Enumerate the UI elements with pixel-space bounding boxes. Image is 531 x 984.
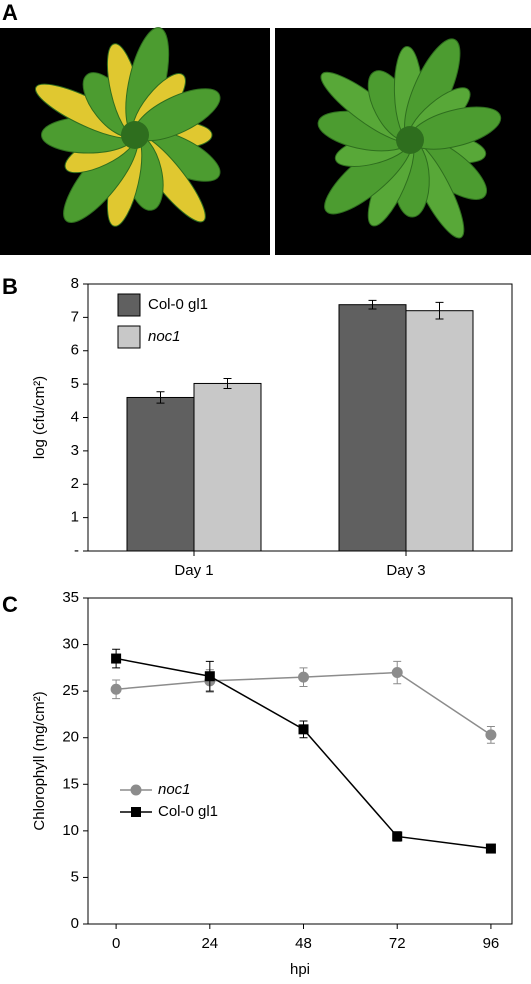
bar xyxy=(193,382,262,552)
legend-label: noc1 xyxy=(148,328,181,345)
panel-label: A xyxy=(2,0,18,25)
y-tick-label: 20 xyxy=(62,729,79,746)
point xyxy=(110,683,122,695)
point xyxy=(391,667,403,679)
point xyxy=(485,729,497,741)
rosette-center xyxy=(396,126,424,154)
legend-label: Col-0 gl1 xyxy=(148,296,208,313)
y-tick-label: 4 xyxy=(71,408,79,425)
point xyxy=(485,843,496,854)
error-bar xyxy=(435,301,444,320)
rosettes xyxy=(35,27,502,239)
x-tick-label: 72 xyxy=(389,935,406,952)
plot-frame xyxy=(87,597,513,925)
rosette-center xyxy=(121,121,149,149)
bar xyxy=(126,396,195,552)
x-tick-label: 96 xyxy=(483,935,500,952)
legend-marker xyxy=(130,784,142,796)
y-tick-label: 7 xyxy=(71,308,79,325)
panel-label: C xyxy=(2,592,18,617)
legend-label: Col-0 gl1 xyxy=(158,803,218,820)
legend-marker xyxy=(131,807,141,817)
x-tick-label: Day 1 xyxy=(174,562,213,579)
y-tick-label: 35 xyxy=(62,589,79,606)
x-tick-label: 24 xyxy=(201,935,218,952)
point xyxy=(298,724,309,735)
panel-label: B xyxy=(2,274,18,299)
y-tick-label: 2 xyxy=(71,475,79,492)
legend-swatch xyxy=(117,325,141,349)
y-tick-label: 15 xyxy=(62,775,79,792)
x-tick-label: 48 xyxy=(295,935,312,952)
legend-swatch xyxy=(117,293,141,317)
bar xyxy=(338,304,407,552)
y-tick-label: 25 xyxy=(62,682,79,699)
y-tick-label: 5 xyxy=(71,375,79,392)
x-tick-label: Day 3 xyxy=(386,562,425,579)
error-bar xyxy=(368,299,377,310)
x-tick-label: 0 xyxy=(112,935,120,952)
y-tick-label: 8 xyxy=(71,275,79,292)
y-tick-label: 0 xyxy=(71,915,79,932)
point xyxy=(204,671,215,682)
y-tick-label: 3 xyxy=(71,442,79,459)
y-tick-label: - xyxy=(74,542,79,559)
y-tick-label: 5 xyxy=(71,868,79,885)
y-tick-label: 1 xyxy=(71,509,79,526)
plot-frame xyxy=(87,283,513,552)
point xyxy=(111,653,122,664)
legend-label: noc1 xyxy=(158,781,191,798)
y-axis-label: Chlorophyll (mg/cm²) xyxy=(31,691,48,830)
line xyxy=(115,657,492,850)
point xyxy=(298,671,310,683)
point xyxy=(392,831,403,842)
y-tick-label: 30 xyxy=(62,636,79,653)
error-bar xyxy=(223,377,232,389)
y-axis-label: log (cfu/cm²) xyxy=(31,376,48,459)
x-axis-label: hpi xyxy=(290,961,310,978)
error-bar xyxy=(156,391,165,404)
y-tick-label: 6 xyxy=(71,342,79,359)
bar xyxy=(405,310,474,552)
y-tick-label: 10 xyxy=(62,822,79,839)
